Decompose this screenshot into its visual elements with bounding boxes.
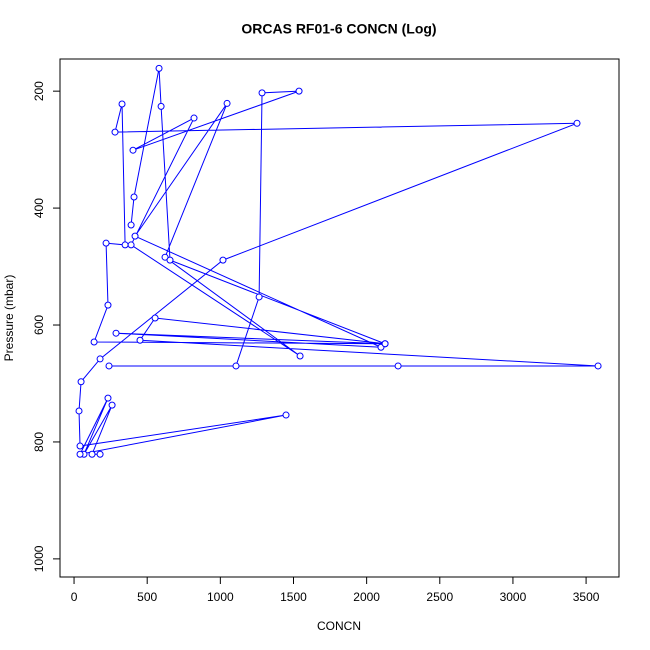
- data-point: [90, 338, 98, 346]
- data-point: [75, 407, 83, 415]
- x-tick-label: 1000: [207, 590, 234, 604]
- x-axis-label: CONCN: [317, 619, 361, 633]
- data-point: [105, 362, 113, 370]
- x-tick-label: 2500: [426, 590, 453, 604]
- data-point: [127, 241, 135, 249]
- x-tick-label: 2000: [353, 590, 380, 604]
- x-tick-label: 500: [137, 590, 157, 604]
- x-tick-label: 1500: [280, 590, 307, 604]
- data-point: [76, 442, 84, 450]
- data-point: [88, 450, 96, 458]
- data-point: [381, 340, 389, 348]
- y-tick-label: 1000: [32, 545, 46, 572]
- y-tick-label: 600: [32, 315, 46, 335]
- data-point: [232, 362, 240, 370]
- data-point: [573, 119, 581, 127]
- data-point: [121, 241, 129, 249]
- data-line: [78, 68, 599, 455]
- y-axis-label: Pressure (mbar): [2, 275, 16, 362]
- data-point: [112, 329, 120, 337]
- data-point: [104, 301, 112, 309]
- data-point: [255, 293, 263, 301]
- y-tick-label: 200: [32, 81, 46, 101]
- data-point: [108, 401, 116, 409]
- data-point: [219, 256, 227, 264]
- data-point: [104, 394, 112, 402]
- plot-box: [59, 58, 620, 578]
- data-point: [76, 450, 84, 458]
- y-tick-label: 400: [32, 198, 46, 218]
- data-point: [155, 64, 163, 72]
- chart-title: ORCAS RF01-6 CONCN (Log): [241, 21, 436, 37]
- data-point: [77, 378, 85, 386]
- x-tick-label: 3000: [500, 590, 527, 604]
- data-point: [151, 314, 159, 322]
- data-point: [161, 253, 169, 261]
- data-point: [96, 355, 104, 363]
- data-point: [166, 256, 174, 264]
- data-point: [129, 146, 137, 154]
- data-point: [157, 102, 165, 110]
- data-point: [190, 114, 198, 122]
- data-point: [594, 362, 602, 370]
- data-point: [296, 352, 304, 360]
- x-tick-label: 0: [71, 590, 78, 604]
- data-point: [223, 99, 231, 107]
- data-point: [258, 89, 266, 97]
- data-point: [111, 128, 119, 136]
- y-tick-label: 800: [32, 432, 46, 452]
- data-point: [282, 411, 290, 419]
- data-point: [130, 193, 138, 201]
- x-tick-label: 3500: [573, 590, 600, 604]
- data-point: [136, 336, 144, 344]
- data-point: [295, 87, 303, 95]
- data-point: [394, 362, 402, 370]
- data-point: [131, 232, 139, 240]
- data-point: [118, 100, 126, 108]
- data-point: [127, 221, 135, 229]
- data-point: [102, 239, 110, 247]
- data-point: [96, 450, 104, 458]
